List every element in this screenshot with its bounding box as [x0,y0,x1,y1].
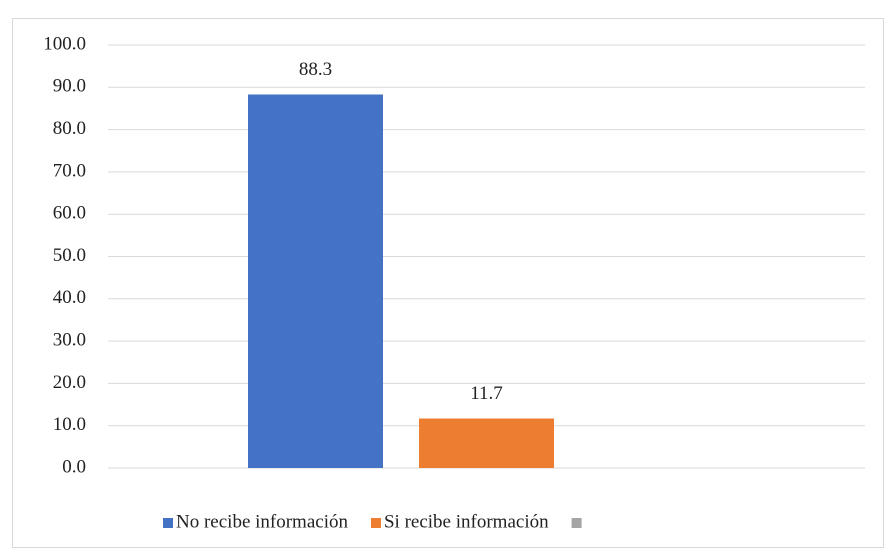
bar [248,94,383,468]
legend-label: Si recibe información [384,511,549,532]
y-tick-label: 20.0 [53,372,86,393]
y-tick-label: 50.0 [53,245,86,266]
y-tick-label: 90.0 [53,76,86,97]
y-tick-label: 10.0 [53,414,86,435]
legend-label: No recibe información [176,511,348,532]
data-label: 88.3 [299,59,332,80]
y-tick-label: 0.0 [62,456,86,477]
y-tick-label: 30.0 [53,329,86,350]
y-tick-label: 40.0 [53,287,86,308]
data-label: 11.7 [470,383,503,404]
bar [419,418,554,468]
legend-swatch [163,518,173,528]
y-tick-label: 60.0 [53,203,86,224]
y-tick-label: 100.0 [43,33,86,54]
legend-swatch [370,518,381,528]
y-tick-label: 70.0 [53,160,86,181]
legend-swatch [571,518,582,528]
y-tick-label: 80.0 [53,118,86,139]
